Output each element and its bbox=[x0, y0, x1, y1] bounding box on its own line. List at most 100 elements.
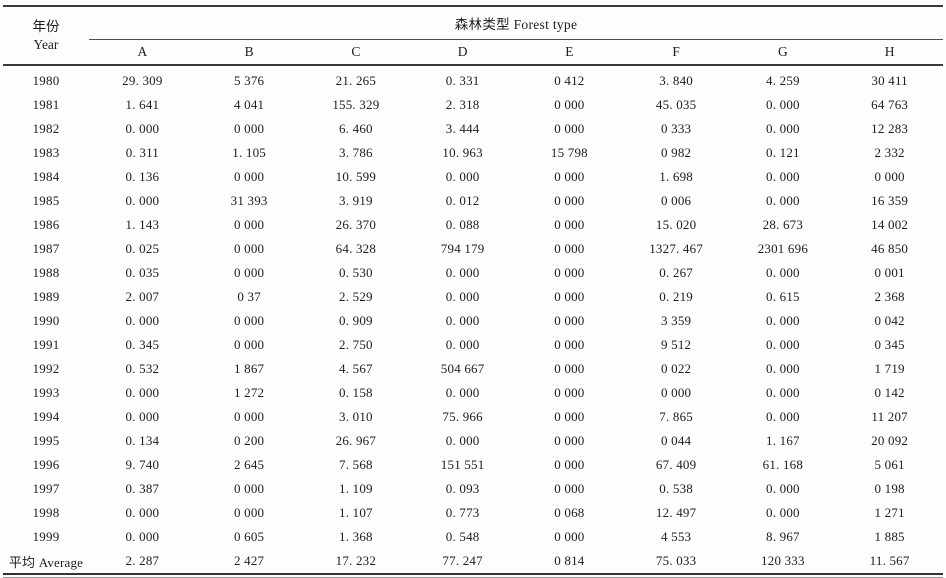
table-row: 1981 1. 641 4 041 155. 329 2. 318 0 000 45. 03… bbox=[3, 93, 943, 117]
value-cell: 2. 287 bbox=[125, 553, 160, 568]
value-cell: 3. 786 bbox=[339, 145, 373, 160]
value-cell: 0 000 bbox=[554, 529, 585, 544]
table-row: 1990 0. 000 0 000 0. 909 0. 000 0 000 3 359 0. … bbox=[3, 309, 943, 333]
value-cell: 0. 134 bbox=[125, 433, 160, 448]
table-row: 1984 0. 136 0 000 10. 599 0. 000 0 000 1. 698 0… bbox=[3, 165, 943, 189]
table-row: 1980 29. 309 5 376 21. 265 0. 331 0 412 3. 840… bbox=[3, 65, 943, 93]
value-cell: 0. 615 bbox=[766, 289, 800, 304]
value-cell: 21. 265 bbox=[335, 73, 377, 88]
value-cell: 0. 538 bbox=[659, 481, 693, 496]
value-cell: 0. 000 bbox=[125, 529, 160, 544]
year-column-header: 年份 Year bbox=[3, 6, 89, 66]
value-cell: 1 885 bbox=[874, 529, 905, 544]
value-cell: 0. 000 bbox=[766, 409, 800, 424]
value-cell: 61. 168 bbox=[762, 457, 804, 472]
value-cell: 0. 000 bbox=[766, 313, 800, 328]
value-cell: 2 645 bbox=[234, 457, 265, 472]
forest-type-group-header: 森林类型 Forest type bbox=[89, 6, 943, 40]
value-cell: 2 332 bbox=[874, 145, 905, 160]
value-cell: 1. 641 bbox=[125, 97, 160, 112]
value-cell: 0 000 bbox=[874, 169, 905, 184]
value-cell: 5 376 bbox=[234, 73, 265, 88]
value-cell: 504 667 bbox=[440, 361, 485, 376]
value-cell: 1 272 bbox=[234, 385, 265, 400]
value-cell: 0. 311 bbox=[125, 145, 159, 160]
value-cell: 0. 000 bbox=[766, 337, 800, 352]
value-cell: 0 000 bbox=[554, 265, 585, 280]
column-header-e: E bbox=[516, 39, 623, 66]
value-cell: 0. 000 bbox=[766, 481, 800, 496]
value-cell: 2301 696 bbox=[757, 241, 809, 256]
value-cell: 1327. 467 bbox=[649, 241, 704, 256]
value-cell: 0 814 bbox=[554, 553, 585, 568]
value-cell: 0 000 bbox=[661, 385, 692, 400]
value-cell: 0 605 bbox=[234, 529, 265, 544]
row-label-cell: 1996 bbox=[32, 457, 60, 472]
value-cell: 0 412 bbox=[554, 73, 585, 88]
header-letter-row: A B C D E F G H bbox=[3, 39, 943, 66]
value-cell: 0 000 bbox=[234, 169, 265, 184]
value-cell: 0 000 bbox=[554, 313, 585, 328]
value-cell: 0 000 bbox=[234, 337, 265, 352]
value-cell: 0 000 bbox=[234, 409, 265, 424]
row-label-cell: 平均 Average bbox=[8, 554, 84, 570]
row-label-cell: 1990 bbox=[32, 313, 60, 328]
table-row: 1989 2. 007 0 37 2. 529 0. 000 0 000 0. 219 0. … bbox=[3, 285, 943, 309]
value-cell: 794 179 bbox=[440, 241, 485, 256]
value-cell: 0 982 bbox=[661, 145, 692, 160]
value-cell: 0 001 bbox=[874, 265, 905, 280]
value-cell: 0 000 bbox=[554, 193, 585, 208]
value-cell: 15. 020 bbox=[655, 217, 697, 232]
value-cell: 16 359 bbox=[871, 193, 909, 208]
value-cell: 0 198 bbox=[874, 481, 905, 496]
value-cell: 0 000 bbox=[554, 433, 585, 448]
value-cell: 3. 919 bbox=[339, 193, 373, 208]
value-cell: 9. 740 bbox=[125, 457, 160, 472]
row-label-cell: 1983 bbox=[32, 145, 60, 160]
table-row: 1985 0. 000 31 393 3. 919 0. 012 0 000 0 006 0.… bbox=[3, 189, 943, 213]
value-cell: 0 000 bbox=[554, 385, 585, 400]
value-cell: 1 719 bbox=[874, 361, 905, 376]
value-cell: 0. 093 bbox=[445, 481, 480, 496]
row-label-cell: 1989 bbox=[32, 289, 60, 304]
value-cell: 4 553 bbox=[661, 529, 692, 544]
value-cell: 2 427 bbox=[234, 553, 265, 568]
column-header-g: G bbox=[729, 39, 837, 66]
value-cell: 0. 345 bbox=[125, 337, 160, 352]
value-cell: 0 000 bbox=[554, 169, 585, 184]
value-cell: 75. 966 bbox=[442, 409, 483, 424]
value-cell: 0 000 bbox=[554, 457, 585, 472]
value-cell: 2 368 bbox=[874, 289, 905, 304]
value-cell: 0. 000 bbox=[766, 505, 800, 520]
value-cell: 0. 331 bbox=[445, 73, 480, 88]
value-cell: 2. 007 bbox=[125, 289, 160, 304]
column-header-h: H bbox=[836, 39, 943, 66]
table-row: 1987 0. 025 0 000 64. 328 794 179 0 000 1327. … bbox=[3, 237, 943, 261]
value-cell: 75. 033 bbox=[655, 553, 697, 568]
table-row: 1983 0. 311 1. 105 3. 786 10. 963 15 798 0 982… bbox=[3, 141, 943, 165]
value-cell: 15 798 bbox=[550, 145, 588, 160]
value-cell: 30 411 bbox=[871, 73, 908, 88]
value-cell: 3 359 bbox=[661, 313, 692, 328]
value-cell: 0 006 bbox=[661, 193, 692, 208]
row-label-cell: 1991 bbox=[32, 337, 60, 352]
column-header-b: B bbox=[195, 39, 303, 66]
value-cell: 0 333 bbox=[661, 121, 692, 136]
value-cell: 5 061 bbox=[874, 457, 905, 472]
row-label-cell: 1982 bbox=[32, 121, 60, 136]
value-cell: 1. 109 bbox=[339, 481, 373, 496]
value-cell: 0. 158 bbox=[339, 385, 373, 400]
value-cell: 0 37 bbox=[237, 289, 261, 304]
value-cell: 0 000 bbox=[554, 121, 585, 136]
row-label-cell: 1999 bbox=[32, 529, 60, 544]
value-cell: 0. 000 bbox=[766, 193, 800, 208]
value-cell: 0 000 bbox=[554, 337, 585, 352]
row-label-cell: 1993 bbox=[32, 385, 60, 400]
value-cell: 0 000 bbox=[234, 481, 265, 496]
value-cell: 10. 963 bbox=[442, 145, 483, 160]
value-cell: 0. 530 bbox=[339, 265, 373, 280]
forest-type-table: 年份 Year 森林类型 Forest type A B C D E F G H… bbox=[3, 5, 943, 575]
row-label-cell: 1980 bbox=[32, 73, 60, 88]
column-header-d: D bbox=[409, 39, 516, 66]
table-row: 1982 0. 000 0 000 6. 460 3. 444 0 000 0 333 0. … bbox=[3, 117, 943, 141]
